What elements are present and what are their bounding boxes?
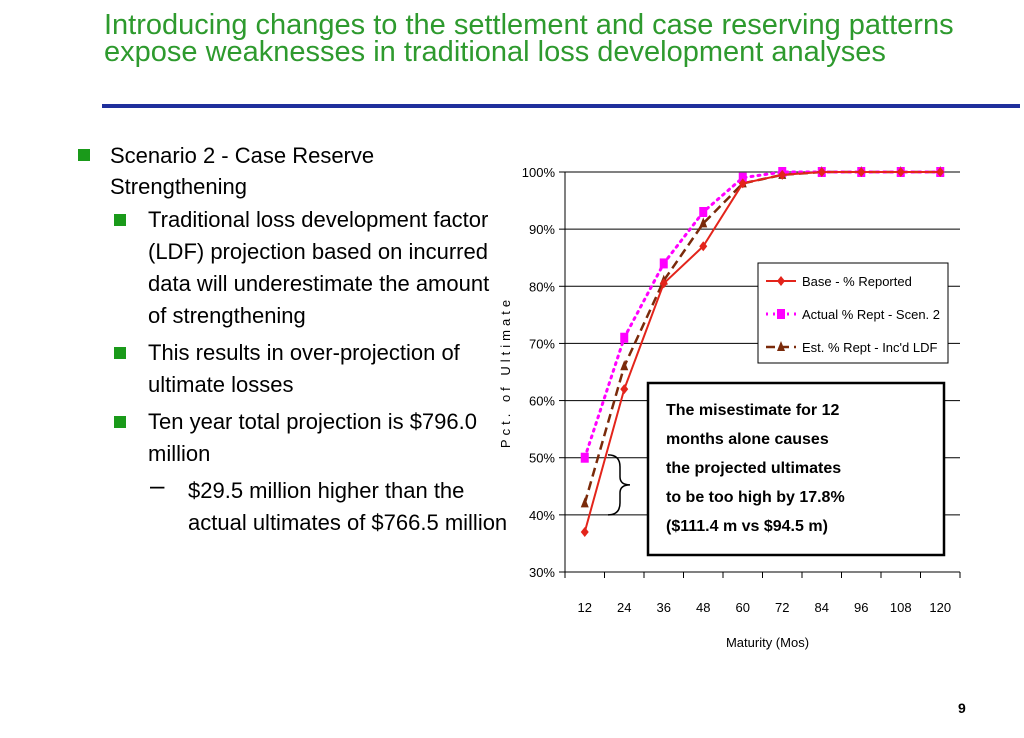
- data-point: [778, 169, 787, 180]
- data-point: [580, 497, 589, 508]
- x-axis-label: Maturity (Mos): [726, 635, 809, 650]
- legend-marker: [777, 309, 785, 319]
- data-point: [620, 360, 629, 371]
- y-tick-label: 90%: [529, 222, 555, 237]
- bullet-level2: This results in over-projection of ultim…: [78, 337, 508, 401]
- bullet-text-total: Ten year total projection is $796.0 mill…: [148, 409, 477, 466]
- bullet-level2: Traditional loss development factor (LDF…: [78, 204, 508, 332]
- y-tick-label: 100%: [522, 165, 556, 180]
- page-number: 9: [958, 700, 966, 716]
- data-point: [659, 278, 668, 289]
- data-point: [896, 167, 905, 177]
- series-line: [583, 170, 942, 460]
- bullet-content: Scenario 2 - Case Reserve Strengthening …: [78, 140, 508, 539]
- data-point: [699, 217, 708, 228]
- callout-text-line: to be too high by 17.8%: [666, 489, 845, 506]
- bullet-level1: Scenario 2 - Case Reserve Strengthening: [78, 140, 508, 202]
- series-line: [583, 171, 941, 533]
- y-tick-label: 60%: [529, 394, 555, 409]
- callout-text-line: the projected ultimates: [666, 460, 841, 477]
- x-tick-label: 36: [657, 600, 671, 615]
- y-axis-label: Pct. of Ultimate: [498, 296, 513, 448]
- x-tick-label: 72: [775, 600, 789, 615]
- callout-text-line: months alone causes: [666, 431, 829, 448]
- title-divider: [102, 104, 1020, 108]
- callout-text-line: The misestimate for 12: [666, 402, 840, 419]
- callout-box: [646, 381, 946, 557]
- x-tick-label: 12: [578, 600, 592, 615]
- dash-bullet-icon: –: [150, 470, 165, 500]
- square-bullet-icon: [78, 149, 90, 161]
- square-bullet-icon: [114, 416, 126, 428]
- data-point: [738, 172, 747, 183]
- data-point: [620, 332, 629, 343]
- legend-label: Actual % Rept - Scen. 2: [802, 307, 940, 322]
- legend-label: Base - % Reported: [802, 274, 912, 289]
- x-tick-label: 48: [696, 600, 710, 615]
- curly-brace: [607, 454, 631, 516]
- x-tick-label: 108: [890, 600, 912, 615]
- slide-title: Introducing changes to the settlement an…: [104, 9, 954, 68]
- x-tick-label: 24: [617, 600, 631, 615]
- data-point: [857, 167, 866, 177]
- square-bullet-icon: [114, 214, 126, 226]
- x-tick-label: 84: [815, 600, 829, 615]
- legend-marker: [777, 341, 785, 351]
- x-tick-label: 96: [854, 600, 868, 615]
- bullet-text-overprojection: This results in over-projection of ultim…: [148, 340, 460, 397]
- data-point: [580, 527, 589, 537]
- chart-container: 30% 40% 50% 60% 70% 80% 90% 100% 12 24 36 48 60 72 84 9…: [490, 150, 970, 660]
- y-tick-label: 50%: [529, 451, 555, 466]
- y-tick-label: 30%: [529, 565, 555, 580]
- bullet-text-ldf: Traditional loss development factor (LDF…: [148, 207, 490, 328]
- y-tick-label: 80%: [529, 279, 555, 294]
- bullet-level2: Ten year total projection is $796.0 mill…: [78, 406, 508, 470]
- line-chart: 30% 40% 50% 60% 70% 80% 90% 100% 12 24 36 48 60 72 84 9…: [498, 165, 961, 650]
- legend-label: Est. % Rept - Inc'd LDF: [802, 340, 937, 355]
- x-tick-label: 60: [736, 600, 750, 615]
- data-point: [936, 167, 945, 177]
- data-point: [699, 241, 708, 252]
- bullet-text-difference: $29.5 million higher than the actual ult…: [188, 478, 508, 535]
- legend-marker: [777, 276, 785, 286]
- x-tick-label: 120: [929, 600, 951, 615]
- y-tick-label: 70%: [529, 336, 555, 351]
- legend-box: [757, 262, 949, 364]
- square-bullet-icon: [114, 347, 126, 359]
- data-point: [738, 178, 747, 189]
- callout-text-line: ($111.4 m vs $94.5 m): [666, 518, 828, 535]
- bullet-text-scenario: Scenario 2 - Case Reserve Strengthening: [110, 143, 375, 199]
- data-point: [620, 384, 629, 395]
- data-point: [659, 258, 668, 269]
- data-point: [699, 207, 708, 217]
- y-tick-label: 40%: [529, 508, 555, 523]
- bullet-level3: – $29.5 million higher than the actual u…: [78, 470, 508, 539]
- data-point: [580, 452, 589, 463]
- data-point: [817, 167, 826, 177]
